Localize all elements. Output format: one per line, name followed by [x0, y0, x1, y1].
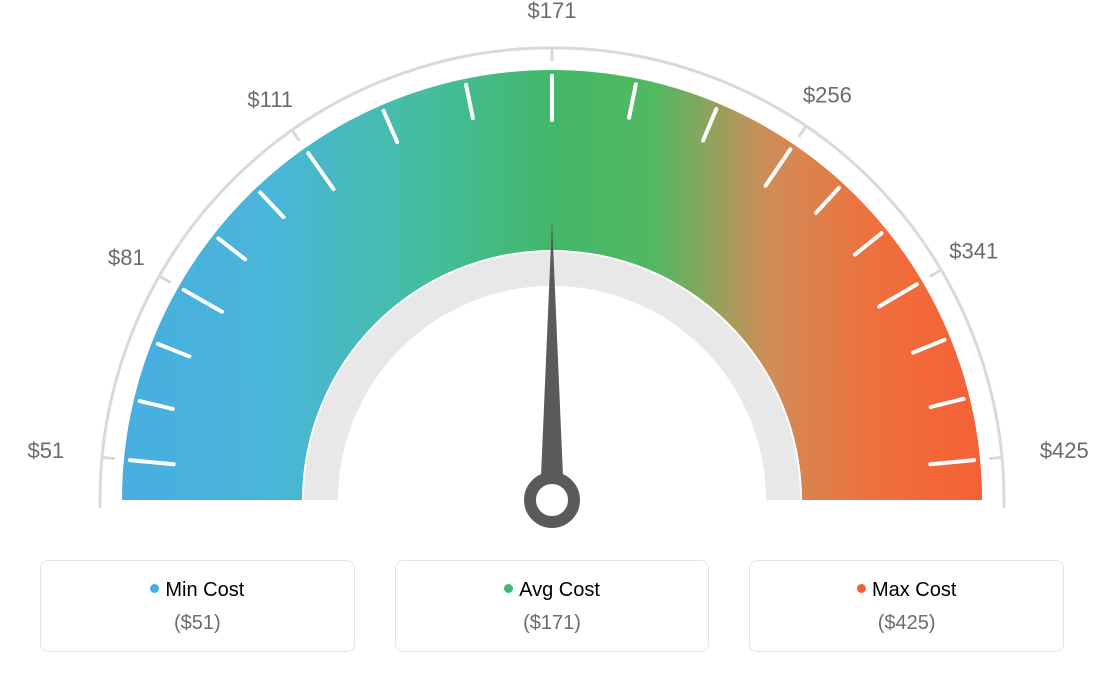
svg-text:$171: $171	[528, 0, 577, 23]
cost-gauge-container: $51 $81 $111 $171 $256 $341 $425 Min Cost ($51…	[0, 0, 1104, 690]
svg-text:$111: $111	[247, 87, 293, 112]
dot-icon	[857, 584, 866, 593]
svg-text:$425: $425	[1040, 438, 1089, 463]
legend-card-min: Min Cost ($51)	[40, 560, 355, 652]
gauge-chart: $51 $81 $111 $171 $256 $341 $425	[0, 0, 1104, 560]
legend-label-max-text: Max Cost	[872, 579, 956, 601]
legend-label-max: Max Cost	[760, 579, 1053, 602]
legend-label-avg-text: Avg Cost	[519, 579, 600, 601]
legend-value-max: ($425)	[760, 612, 1053, 635]
gauge-svg: $51 $81 $111 $171 $256 $341 $425	[0, 0, 1104, 560]
dot-icon	[504, 584, 513, 593]
dot-icon	[150, 584, 159, 593]
svg-text:$51: $51	[27, 438, 64, 463]
svg-text:$81: $81	[108, 245, 145, 270]
legend-label-min: Min Cost	[51, 579, 344, 602]
svg-text:$341: $341	[949, 239, 998, 264]
legend-card-avg: Avg Cost ($171)	[395, 560, 710, 652]
legend-value-avg: ($171)	[406, 612, 699, 635]
legend-label-avg: Avg Cost	[406, 579, 699, 602]
legend-label-min-text: Min Cost	[165, 579, 244, 601]
legend-card-max: Max Cost ($425)	[749, 560, 1064, 652]
legend-value-min: ($51)	[51, 612, 344, 635]
svg-text:$256: $256	[803, 83, 852, 108]
legend-row: Min Cost ($51) Avg Cost ($171) Max Cost …	[0, 560, 1104, 652]
